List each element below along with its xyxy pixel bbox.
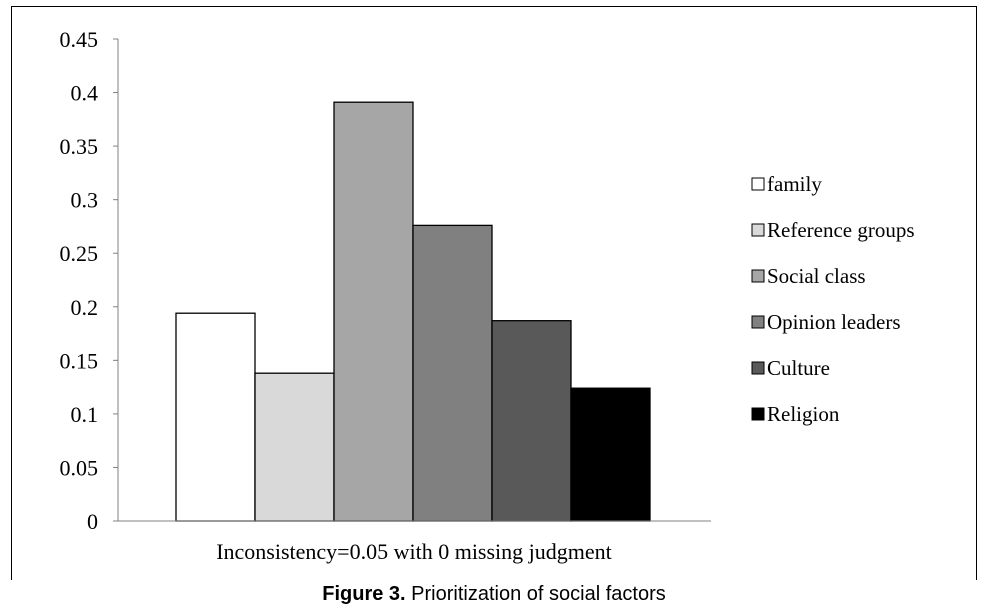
y-tick-label: 0.4 [71, 81, 99, 106]
y-tick-label: 0.25 [60, 241, 99, 266]
bar-culture [491, 320, 572, 522]
bars [175, 101, 651, 522]
figure-caption-text: Prioritization of social factors [405, 583, 666, 605]
legend-label: Religion [767, 402, 840, 426]
legend-swatch [751, 315, 765, 329]
bar-family [175, 312, 256, 522]
legend-label: Culture [767, 356, 830, 380]
legend: family Reference groups Social class Opinio… [751, 172, 915, 426]
legend-swatch [751, 177, 765, 191]
legend-label: family [767, 172, 822, 196]
figure-number: Figure 3. [322, 583, 406, 605]
y-tick-label: 0.1 [71, 402, 99, 427]
legend-swatch [751, 407, 765, 421]
x-axis-label: Inconsistency=0.05 with 0 missing judgme… [216, 539, 612, 564]
legend-label: Reference groups [767, 218, 915, 242]
y-tick-label: 0.05 [60, 455, 99, 480]
y-tick-label: 0.3 [71, 188, 99, 213]
y-tick-label: 0.2 [71, 295, 99, 320]
frame-bottom-mask [0, 580, 988, 615]
figure-caption: Figure 3. Prioritization of social facto… [0, 583, 988, 606]
bar-reference-groups [254, 372, 335, 522]
legend-swatch [751, 361, 765, 375]
y-axis-ticks: 0 0.05 0.1 0.15 0.2 0.25 0.3 0.35 0.4 0.45 [60, 27, 118, 534]
bar-social-class [333, 101, 414, 522]
y-tick-label: 0.35 [60, 134, 99, 159]
bar-opinion-leaders [412, 224, 493, 522]
legend-swatch [751, 269, 765, 283]
legend-label: Opinion leaders [767, 310, 901, 334]
bar-religion [570, 387, 651, 522]
y-tick-label: 0 [87, 509, 98, 534]
legend-swatch [751, 223, 765, 237]
y-tick-label: 0.45 [60, 27, 99, 52]
axes [117, 39, 711, 522]
y-tick-label: 0.15 [60, 348, 99, 373]
legend-label: Social class [767, 264, 866, 288]
